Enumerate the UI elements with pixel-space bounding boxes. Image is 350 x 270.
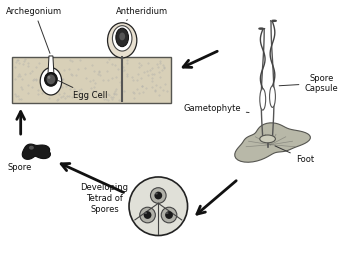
Circle shape (129, 177, 188, 235)
Ellipse shape (116, 28, 128, 47)
Ellipse shape (44, 73, 57, 86)
Ellipse shape (270, 86, 275, 107)
Bar (12, 57, 171, 103)
Ellipse shape (107, 23, 137, 58)
Text: Antheridium: Antheridium (116, 6, 168, 20)
Text: Spore
Capsule: Spore Capsule (279, 73, 338, 93)
Ellipse shape (155, 193, 158, 195)
Ellipse shape (112, 26, 132, 51)
Ellipse shape (166, 212, 169, 214)
Ellipse shape (260, 135, 275, 143)
Polygon shape (235, 123, 310, 162)
Ellipse shape (161, 207, 177, 223)
Ellipse shape (40, 68, 62, 95)
Polygon shape (22, 144, 50, 159)
Text: Spore: Spore (7, 163, 32, 172)
Ellipse shape (165, 211, 173, 219)
Ellipse shape (150, 188, 166, 203)
Ellipse shape (154, 192, 162, 200)
Text: Archegonium: Archegonium (6, 6, 62, 53)
Ellipse shape (47, 75, 55, 84)
Ellipse shape (260, 89, 266, 110)
Ellipse shape (29, 146, 34, 150)
Ellipse shape (144, 212, 147, 214)
Polygon shape (48, 56, 54, 73)
Text: Egg Cell: Egg Cell (58, 80, 108, 100)
Ellipse shape (144, 211, 152, 219)
Ellipse shape (140, 207, 155, 223)
Text: Developing
Tetrad of
Spores: Developing Tetrad of Spores (80, 183, 128, 214)
Text: Gametophyte: Gametophyte (183, 104, 249, 113)
Text: Foot: Foot (275, 146, 314, 164)
Ellipse shape (119, 32, 125, 40)
Ellipse shape (48, 76, 50, 79)
